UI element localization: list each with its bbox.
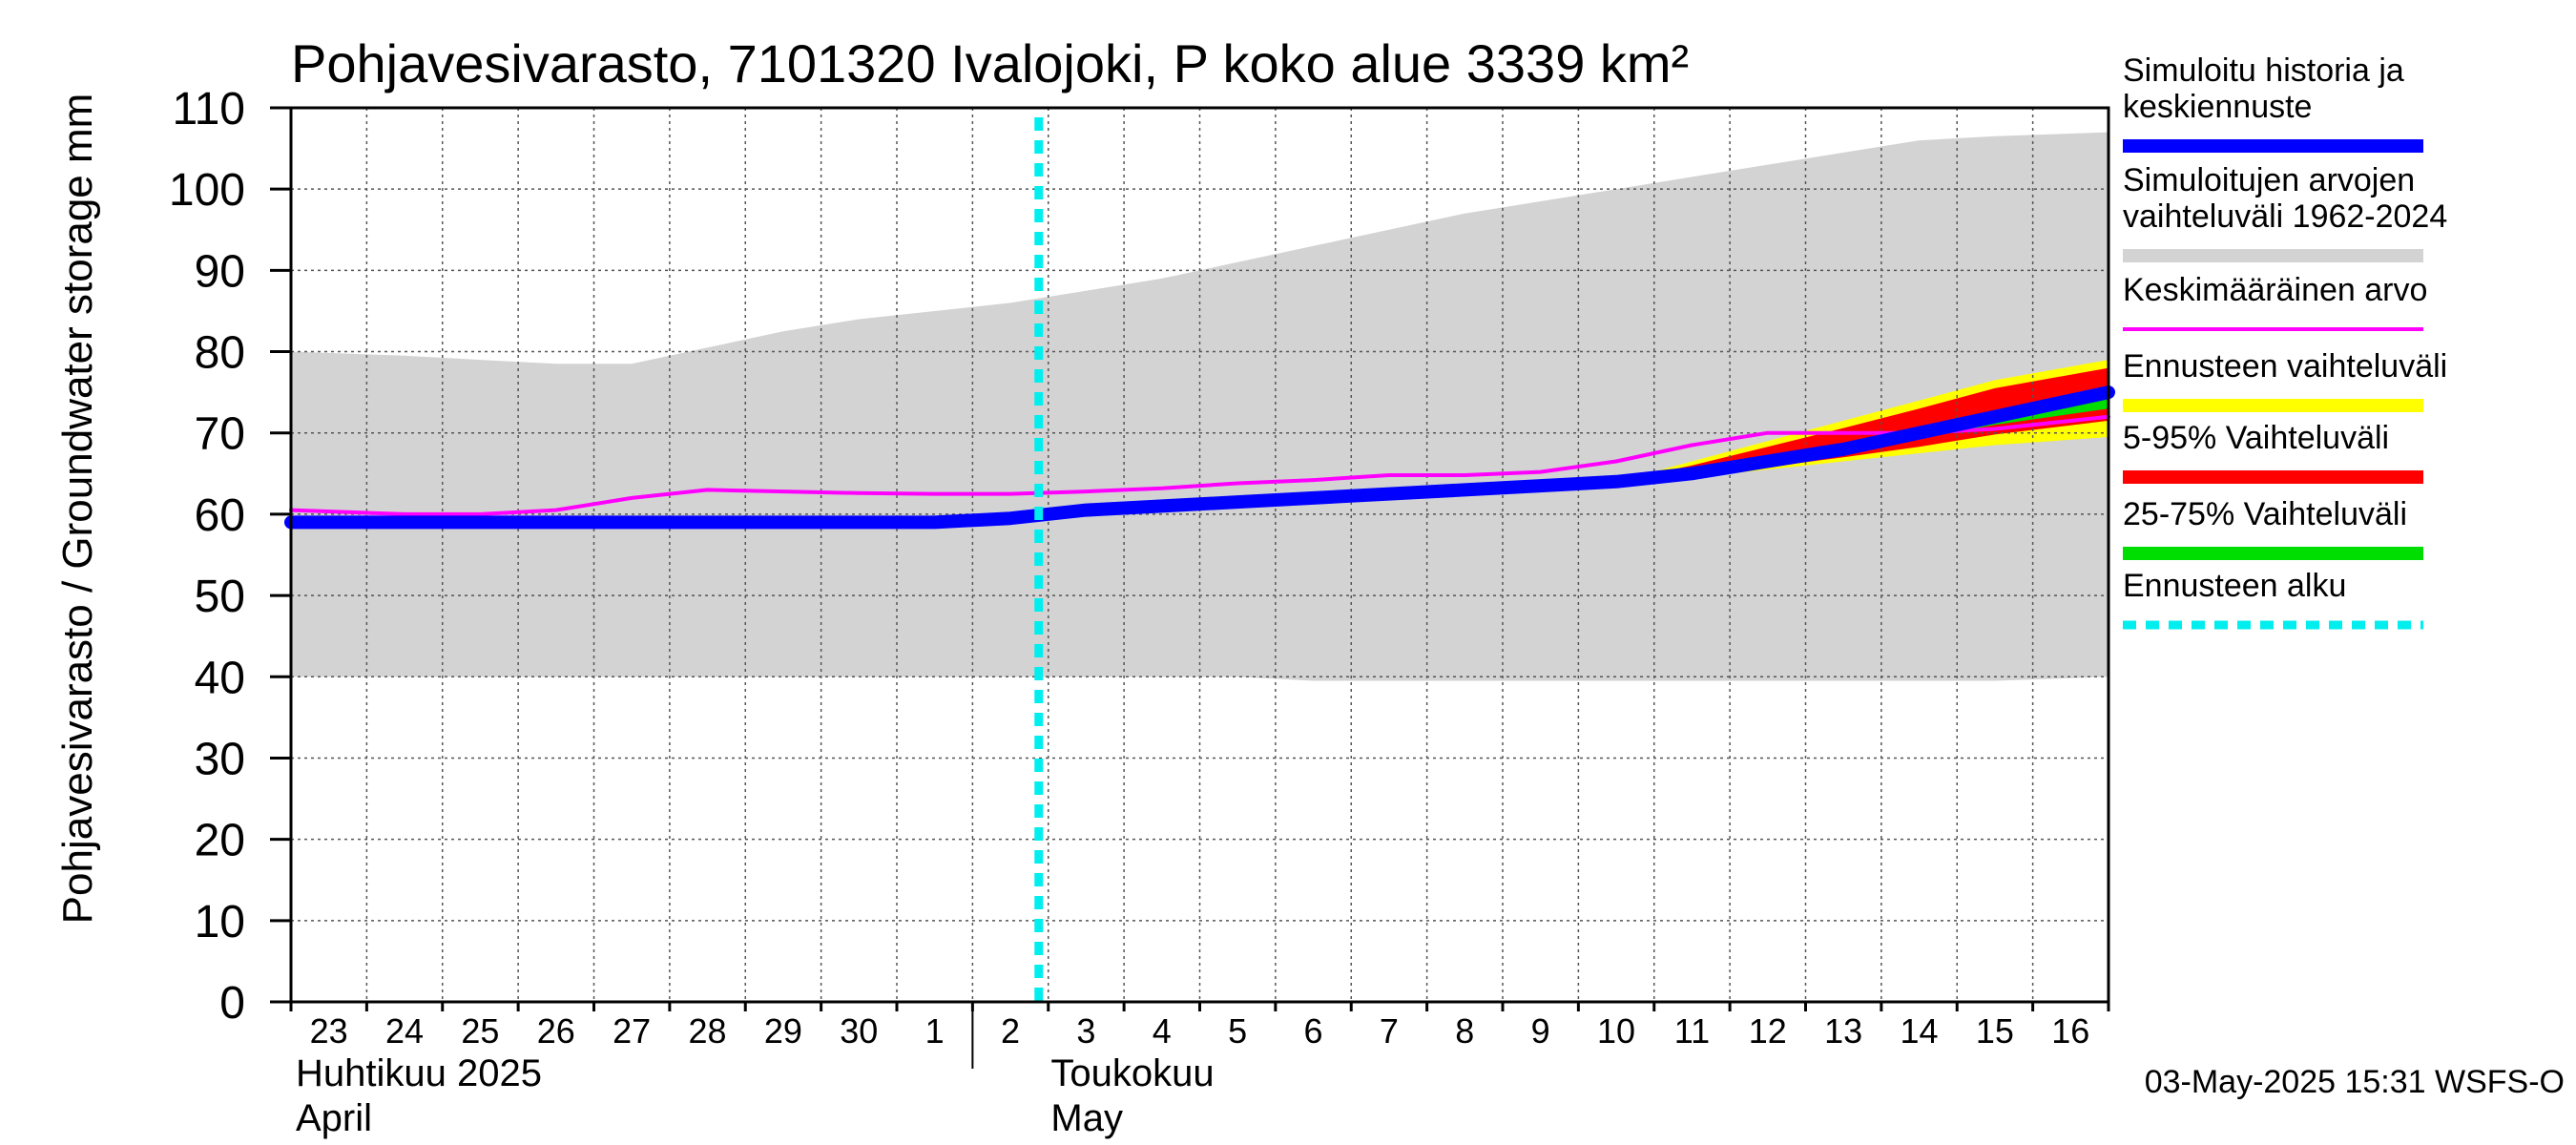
y-tick-label: 90 xyxy=(195,246,245,297)
legend-label: keskiennuste xyxy=(2123,89,2312,125)
x-tick-label: 12 xyxy=(1749,1011,1787,1051)
y-tick-label: 70 xyxy=(195,409,245,460)
month-label-line2: April xyxy=(296,1097,372,1139)
x-tick-label: 16 xyxy=(2051,1011,2089,1051)
legend-label: Ennusteen alku xyxy=(2123,568,2346,604)
x-tick-label: 4 xyxy=(1153,1011,1172,1051)
band-simuloitujen-arvojen-vaihteluv-li-1962-2024 xyxy=(291,132,2109,681)
x-tick-label: 13 xyxy=(1824,1011,1862,1051)
x-tick-label: 8 xyxy=(1455,1011,1474,1051)
x-tick-label: 10 xyxy=(1597,1011,1635,1051)
bands-layer xyxy=(291,132,2109,681)
month-label-line1: Toukokuu xyxy=(1050,1052,1214,1094)
legend-label: 5-95% Vaihteluväli xyxy=(2123,420,2389,456)
month-label-line2: May xyxy=(1050,1097,1123,1139)
x-tick-label: 25 xyxy=(461,1011,499,1051)
x-tick-label: 9 xyxy=(1531,1011,1550,1051)
timestamp-text: 03-May-2025 15:31 WSFS-O xyxy=(2145,1064,2565,1100)
legend-label: 25-75% Vaihteluväli xyxy=(2123,496,2407,532)
y-tick-label: 50 xyxy=(195,572,245,622)
x-tick-label: 7 xyxy=(1380,1011,1399,1051)
month-label-line1: Huhtikuu 2025 xyxy=(296,1052,542,1094)
x-tick-label: 2 xyxy=(1001,1011,1020,1051)
x-tick-label: 28 xyxy=(689,1011,727,1051)
legend-label: vaihteluväli 1962-2024 xyxy=(2123,198,2447,235)
y-tick-label: 60 xyxy=(195,490,245,541)
x-tick-label: 30 xyxy=(840,1011,878,1051)
y-tick-label: 30 xyxy=(195,734,245,784)
series-line-simuloitu-historia-ja-keskiennuste xyxy=(284,385,2115,530)
legend-label: Ennusteen vaihteluväli xyxy=(2123,348,2447,385)
y-tick-label: 80 xyxy=(195,328,245,379)
band-5-95-vaihteluv-li xyxy=(1616,367,2109,482)
x-tick-label: 1 xyxy=(925,1011,945,1051)
y-tick-label: 10 xyxy=(195,897,245,947)
y-tick-label: 40 xyxy=(195,653,245,703)
x-tick-label: 24 xyxy=(385,1011,424,1051)
y-tick-label: 100 xyxy=(169,165,245,216)
band-ennusteen-vaihteluv-li xyxy=(1616,360,2109,482)
x-tick-label: 11 xyxy=(1674,1011,1710,1051)
x-tick-label: 26 xyxy=(537,1011,575,1051)
legend-label: Simuloitujen arvojen xyxy=(2123,162,2415,198)
legend-label: Simuloitu historia ja xyxy=(2123,52,2404,89)
y-tick-label: 20 xyxy=(195,816,245,866)
x-tick-label: 14 xyxy=(1901,1011,1939,1051)
chart-title: Pohjavesivarasto, 7101320 Ivalojoki, P k… xyxy=(291,33,1689,94)
x-tick-label: 29 xyxy=(764,1011,802,1051)
x-tick-label: 3 xyxy=(1076,1011,1095,1051)
y-tick-label: 0 xyxy=(219,978,245,1029)
y-tick-label: 110 xyxy=(172,84,245,135)
x-tick-label: 15 xyxy=(1976,1011,2014,1051)
x-tick-label: 23 xyxy=(310,1011,348,1051)
x-tick-label: 5 xyxy=(1228,1011,1247,1051)
lines-layer xyxy=(284,117,2115,1002)
x-tick-label: 27 xyxy=(613,1011,651,1051)
series-line-keskim-r-inen-arvo xyxy=(289,414,2110,516)
x-tick-label: 6 xyxy=(1304,1011,1323,1051)
y-axis-label: Pohjavesivarasto / Groundwater storage m… xyxy=(54,94,101,925)
legend-label: Keskimääräinen arvo xyxy=(2123,272,2427,308)
